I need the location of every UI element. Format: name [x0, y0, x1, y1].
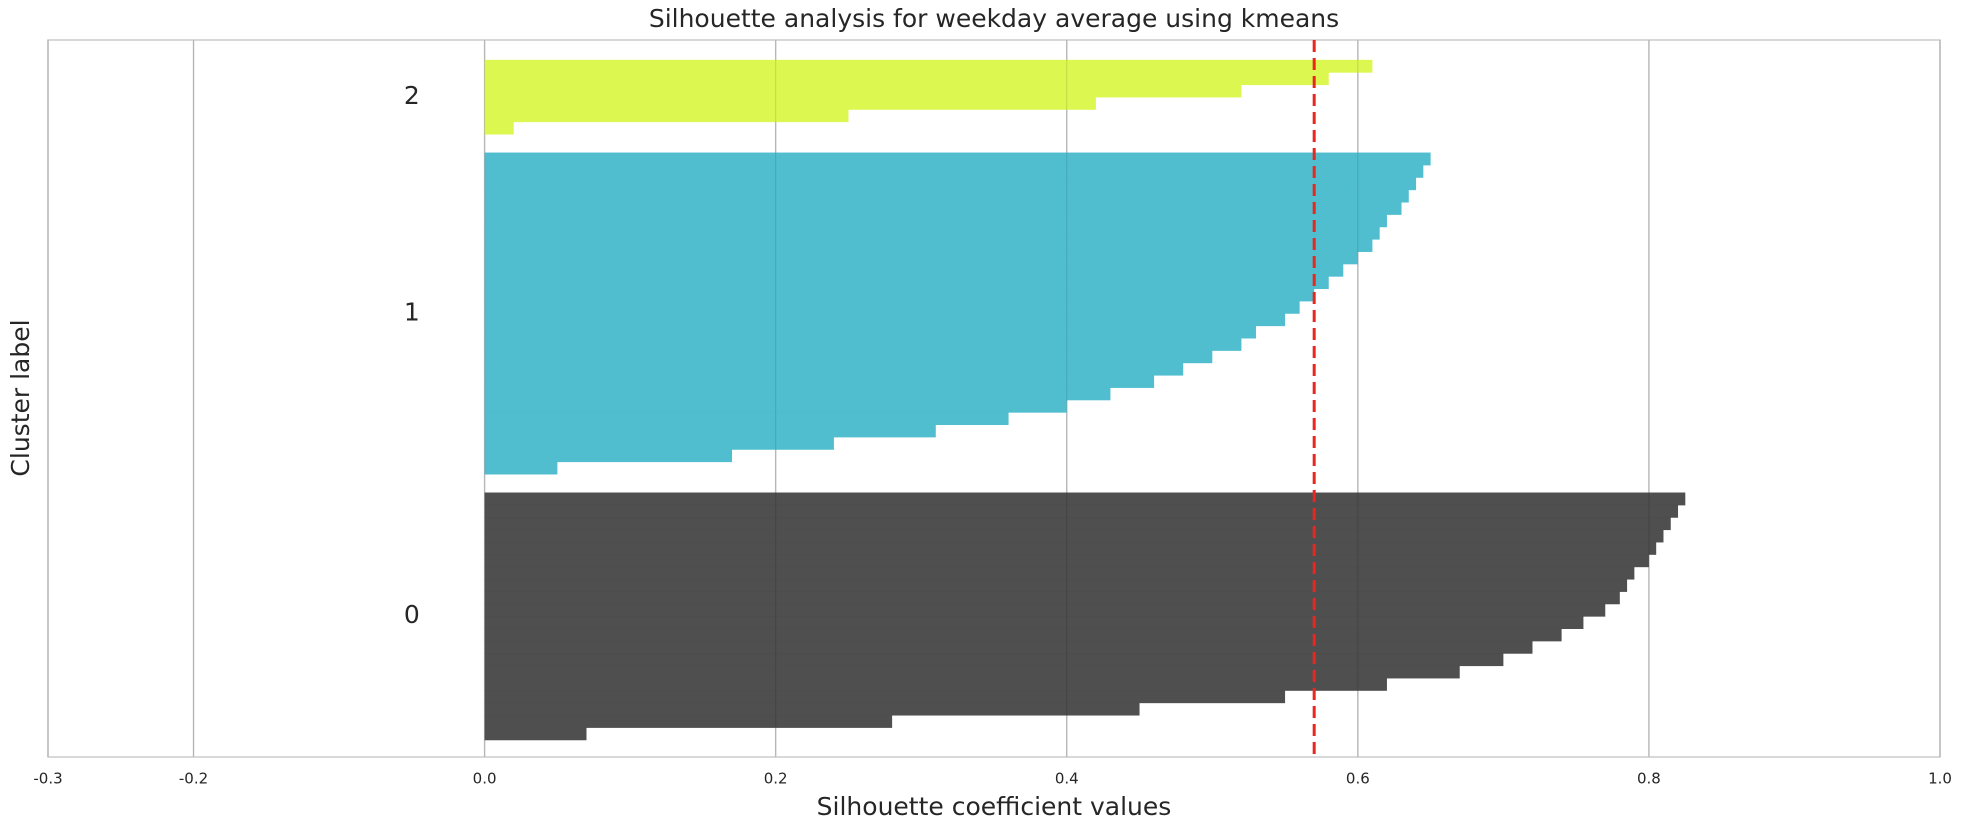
- x-tick-label: 0.6: [1346, 770, 1370, 788]
- cluster-label: 2: [404, 81, 420, 110]
- silhouette-bar: [484, 59, 1373, 73]
- silhouette-bar: [484, 362, 1184, 376]
- x-tick-label: 0.8: [1637, 770, 1661, 788]
- silhouette-bar: [484, 239, 1373, 252]
- silhouette-bar: [484, 375, 1155, 388]
- silhouette-bar: [484, 566, 1635, 580]
- silhouette-bar: [484, 492, 1686, 506]
- silhouette-bar: [484, 350, 1213, 364]
- silhouette-bar: [484, 449, 733, 463]
- silhouette-bar: [484, 177, 1417, 191]
- silhouette-bar: [484, 665, 1460, 679]
- x-tick-label: 0.4: [1055, 770, 1079, 788]
- chart-title: Silhouette analysis for weekday average …: [649, 4, 1339, 33]
- silhouette-bar: [484, 541, 1657, 555]
- silhouette-bar: [484, 263, 1344, 277]
- silhouette-bar: [484, 702, 1140, 716]
- silhouette-bar: [484, 677, 1387, 691]
- silhouette-bar: [484, 276, 1329, 290]
- silhouette-bar: [484, 251, 1358, 265]
- silhouette-bar: [484, 591, 1620, 605]
- silhouette-bar: [484, 616, 1584, 629]
- silhouette-bar: [484, 715, 893, 728]
- x-tick-label: 0.2: [764, 770, 788, 788]
- silhouette-bar: [484, 84, 1242, 98]
- silhouette-bar: [484, 288, 1315, 302]
- x-tick-label: 0.0: [473, 770, 497, 788]
- silhouette-bar: [484, 300, 1300, 314]
- silhouette-bar: [484, 653, 1504, 667]
- silhouette-bar: [484, 152, 1431, 166]
- silhouette-bar: [484, 727, 587, 741]
- x-tick-label: -0.2: [179, 770, 208, 788]
- x-tick-label: -0.3: [33, 770, 62, 788]
- silhouette-bar: [484, 690, 1286, 704]
- silhouette-bar: [484, 628, 1562, 642]
- silhouette-bar: [484, 517, 1671, 531]
- x-tick-label: 1.0: [1928, 770, 1952, 788]
- silhouette-bar: [484, 640, 1533, 654]
- silhouette-bar: [484, 337, 1242, 351]
- silhouette-bar: [484, 504, 1679, 518]
- x-axis-label: Silhouette coefficient values: [817, 792, 1172, 821]
- silhouette-bar: [484, 387, 1111, 401]
- silhouette-bar: [484, 461, 558, 475]
- silhouette-bar: [484, 121, 514, 135]
- silhouette-bar: [484, 325, 1256, 339]
- silhouette-bar: [484, 226, 1380, 240]
- silhouette-bar: [484, 554, 1649, 568]
- silhouette-bar: [484, 579, 1628, 592]
- silhouette-bar: [484, 189, 1409, 203]
- silhouette-bar: [484, 96, 1096, 110]
- silhouette-bar: [484, 164, 1424, 178]
- silhouette-bar: [484, 436, 834, 450]
- silhouette-bar: [484, 313, 1286, 327]
- silhouette-bar: [484, 424, 936, 438]
- silhouette-bar: [484, 603, 1606, 617]
- y-axis-label: Cluster label: [6, 319, 35, 476]
- cluster-label: 1: [404, 297, 420, 326]
- silhouette-bar: [484, 529, 1664, 543]
- silhouette-bar: [484, 202, 1402, 215]
- silhouette-bar: [484, 214, 1387, 228]
- silhouette-bar: [484, 412, 1009, 426]
- silhouette-bar: [484, 109, 849, 123]
- silhouette-bar: [484, 399, 1067, 413]
- cluster-label: 0: [404, 600, 420, 629]
- silhouette-bar: [484, 72, 1329, 86]
